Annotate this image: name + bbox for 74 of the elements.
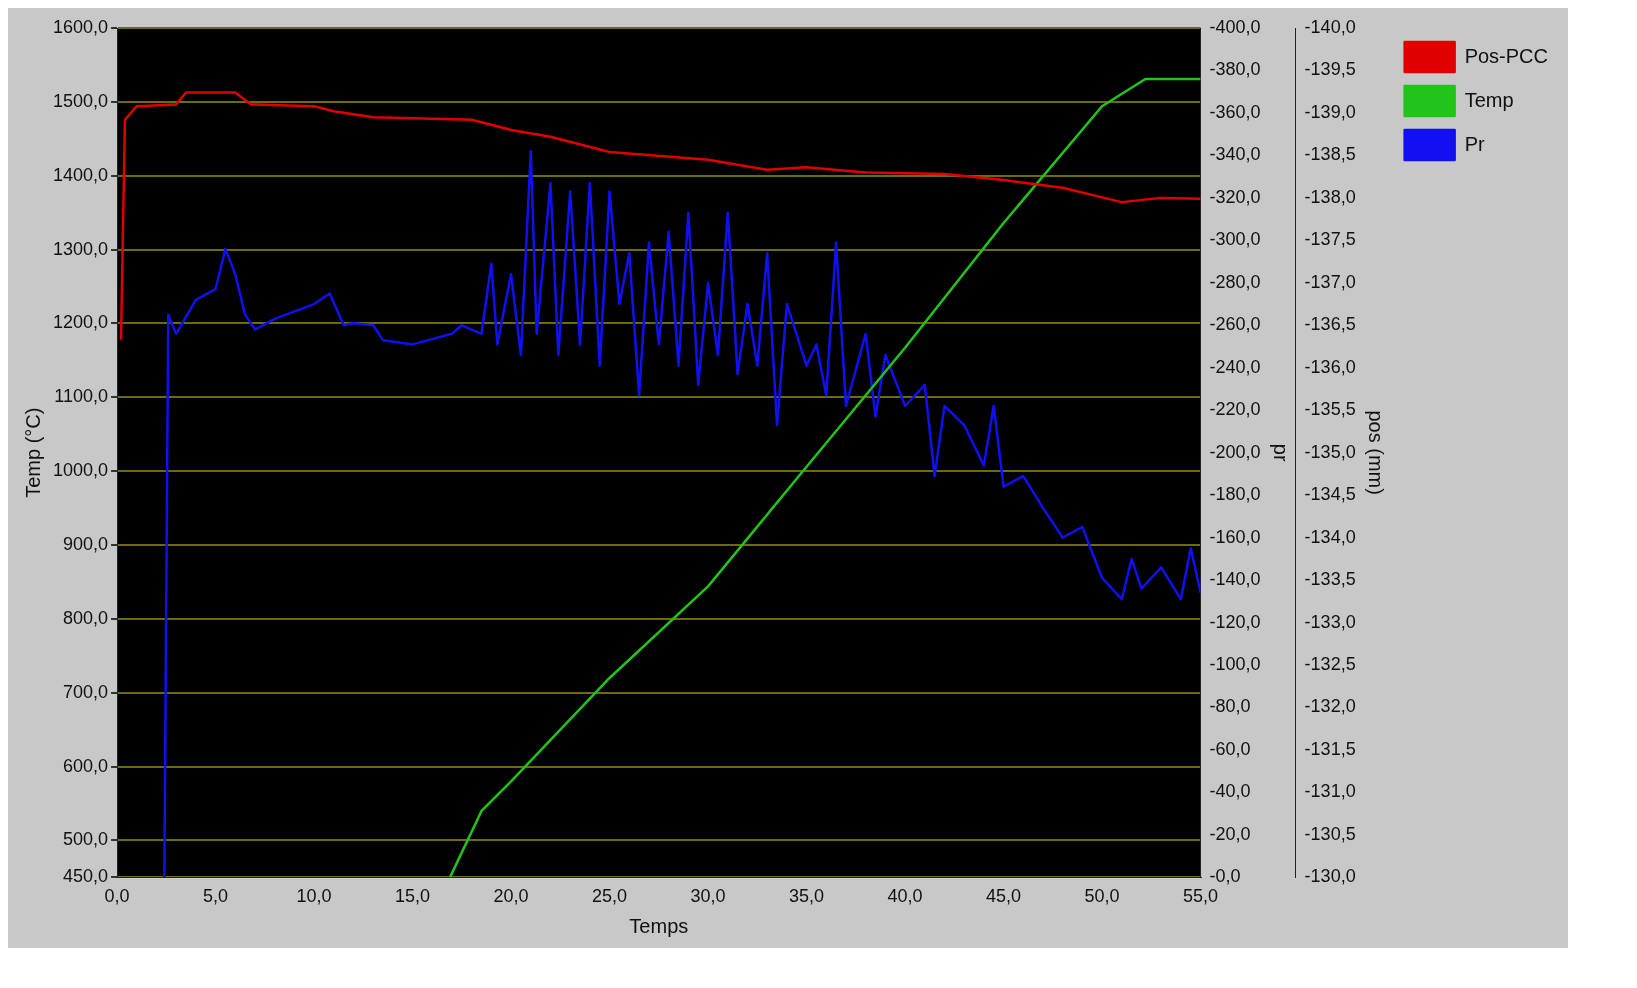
y3-tick-label: -139,5 [1304, 59, 1356, 80]
y3-tick-label: -134,5 [1304, 484, 1356, 505]
y3-tick-label: -136,0 [1304, 356, 1356, 377]
x-tick-label: 10,0 [296, 886, 332, 907]
y2-tick-label: -120,0 [1209, 611, 1261, 632]
y2-tick-label: -320,0 [1209, 186, 1261, 207]
y3-tick-label: -131,0 [1304, 781, 1356, 802]
x-tick-label: 55,0 [1183, 886, 1219, 907]
y3-tick-label: -133,0 [1304, 611, 1356, 632]
y2-tick-label: -380,0 [1209, 59, 1261, 80]
y-tick-label: 1100,0 [54, 386, 109, 407]
x-tick-label: 5,0 [203, 886, 229, 907]
y2-tick-label: -160,0 [1209, 526, 1261, 547]
y2-tick-label: -300,0 [1209, 229, 1261, 250]
y3-tick-label: -135,0 [1304, 441, 1356, 462]
y-tick-label: 1000,0 [52, 460, 109, 481]
x-tick-label: 20,0 [493, 886, 529, 907]
y-tick-label: 1300,0 [52, 238, 109, 259]
x-axis-title: Temps [629, 914, 689, 937]
y2-tick-label: -60,0 [1209, 738, 1251, 759]
y-tick-label: 900,0 [63, 533, 109, 554]
y2-tick-label: -220,0 [1209, 399, 1261, 420]
y3-tick-label: -137,0 [1304, 271, 1356, 292]
legend-label: Pos-PCC [1464, 44, 1549, 67]
y3-tick-label: -132,5 [1304, 654, 1356, 675]
x-tick-label: 40,0 [887, 886, 923, 907]
y2-tick-label: -100,0 [1209, 654, 1261, 675]
y-tick-label: 700,0 [63, 681, 109, 702]
y-tick-label: 800,0 [63, 607, 109, 628]
y3-tick-label: -130,5 [1304, 823, 1356, 844]
x-tick-label: 0,0 [104, 886, 130, 907]
y-tick-label: 1500,0 [52, 90, 109, 111]
x-tick-label: 25,0 [592, 886, 628, 907]
y2-tick-label: -360,0 [1209, 101, 1261, 122]
y2-tick-label: -200,0 [1209, 441, 1261, 462]
y3-tick-label: -136,5 [1304, 314, 1356, 335]
y3-tick-label: -138,5 [1304, 144, 1356, 165]
y-tick-label: 600,0 [63, 755, 109, 776]
y3-tick-label: -134,0 [1304, 526, 1356, 547]
y3-tick-label: -135,5 [1304, 399, 1356, 420]
y3-tick-label: -130,0 [1304, 866, 1356, 887]
y-tick-label: 500,0 [63, 829, 109, 850]
y2-tick-label: -400,0 [1209, 16, 1261, 37]
y2-tick-label: -240,0 [1209, 356, 1261, 377]
y3-tick-label: -140,0 [1304, 16, 1356, 37]
y3-tick-label: -131,5 [1304, 738, 1356, 759]
y2-tick-label: -140,0 [1209, 569, 1261, 590]
x-tick-label: 30,0 [690, 886, 726, 907]
y3-tick-label: -139,0 [1304, 101, 1356, 122]
x-tick-label: 50,0 [1084, 886, 1120, 907]
y2-tick-label: -260,0 [1209, 314, 1261, 335]
y3-tick-label: -137,5 [1304, 229, 1356, 250]
y-tick-label: 1400,0 [52, 164, 109, 185]
x-tick-label: 45,0 [986, 886, 1022, 907]
y-tick-label: 1600,0 [52, 16, 109, 37]
y2-tick-label: -280,0 [1209, 271, 1261, 292]
y2-tick-label: -340,0 [1209, 144, 1261, 165]
x-tick-label: 15,0 [395, 886, 431, 907]
y3-tick-label: -133,5 [1304, 569, 1356, 590]
x-tick-label: 35,0 [789, 886, 825, 907]
y3-tick-label: -132,0 [1304, 696, 1356, 717]
y-tick-label: 450,0 [63, 866, 109, 887]
y2-tick-label: -0,0 [1209, 866, 1241, 887]
y3-axis-title: pos (mm) [1365, 410, 1388, 495]
y2-tick-label: -40,0 [1209, 781, 1251, 802]
y-axis-title: Temp (°C) [21, 407, 44, 498]
y3-tick-label: -138,0 [1304, 186, 1356, 207]
y2-tick-label: -180,0 [1209, 484, 1261, 505]
legend-label: Temp [1464, 88, 1514, 111]
legend-label: Pr [1464, 132, 1485, 155]
y2-axis-title: pr [1270, 443, 1293, 462]
y2-tick-label: -20,0 [1209, 823, 1251, 844]
y-tick-label: 1200,0 [52, 312, 109, 333]
y2-tick-label: -80,0 [1209, 696, 1251, 717]
